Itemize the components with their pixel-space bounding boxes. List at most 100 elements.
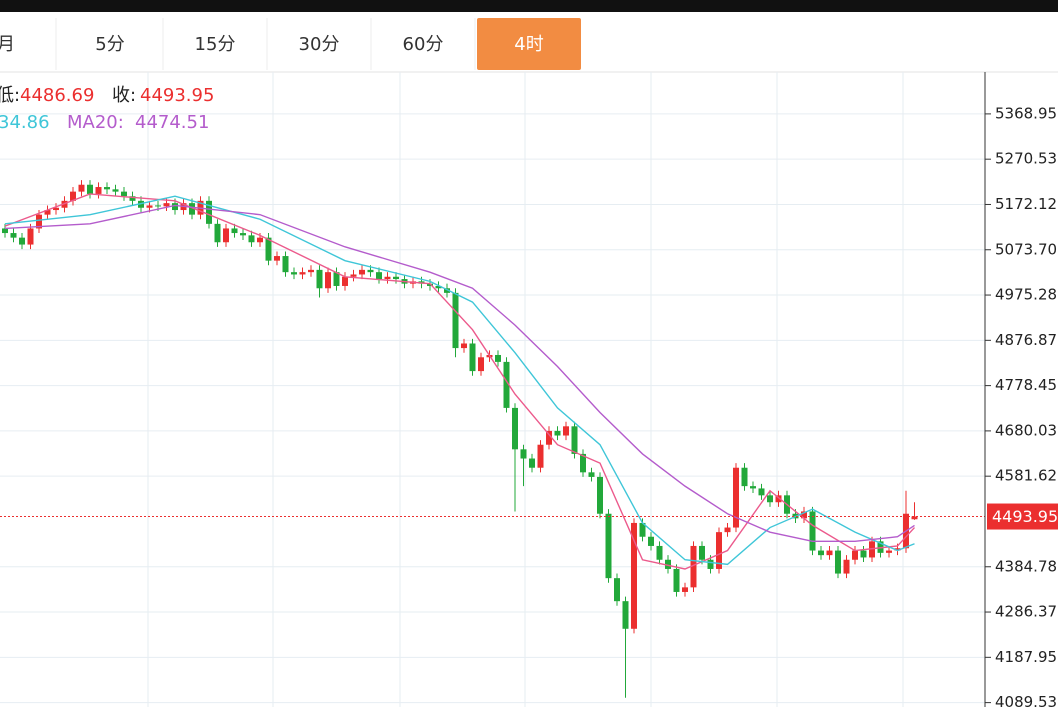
price-tag: 4493.95 (992, 507, 1058, 526)
candle-body (886, 550, 892, 553)
candle-body (741, 467, 748, 487)
candle-body (163, 203, 170, 207)
candle-body (639, 522, 646, 537)
candle-body (53, 207, 59, 211)
candle-body (478, 357, 484, 372)
candle-body (359, 269, 365, 275)
candle-body (767, 495, 773, 503)
y-tick-label: 4089.53 (995, 693, 1057, 707)
candle-body (860, 550, 867, 558)
candle-body (384, 276, 391, 280)
candle-body (911, 516, 918, 520)
candle-body (87, 184, 93, 194)
candle-body (223, 228, 229, 243)
legend-value: 4474.51 (135, 112, 209, 133)
candle-body (605, 513, 612, 579)
candle-body (554, 430, 561, 436)
candle-body (316, 269, 323, 289)
candle-body (342, 276, 348, 286)
candle-body (393, 276, 399, 280)
candle-body (656, 545, 663, 560)
candle-body (282, 256, 289, 273)
candle-body (325, 272, 331, 289)
candle-body (537, 444, 544, 468)
candle-body (274, 256, 280, 261)
candle-body (95, 187, 102, 194)
candle-body (469, 343, 476, 372)
candle-body (444, 288, 450, 293)
tab-active[interactable]: 4时 (514, 34, 543, 55)
candle-body (461, 343, 467, 349)
y-tick-label: 4384.78 (995, 557, 1057, 575)
legend-label: MA20: (67, 112, 124, 133)
candle-body (673, 568, 680, 592)
y-tick-label: 5270.53 (995, 150, 1057, 168)
candle-body (512, 407, 518, 450)
active-tab-bg (477, 18, 581, 70)
candle-body (809, 511, 816, 551)
candle-body (724, 527, 731, 533)
candle-body (597, 476, 603, 514)
candle-body (214, 223, 221, 243)
top-bar (0, 0, 1058, 12)
candle-body (852, 550, 858, 560)
y-tick-label: 4286.37 (995, 603, 1057, 621)
legend-value: 4493.95 (140, 85, 214, 106)
candle-body (70, 191, 76, 201)
candle-body (308, 269, 314, 273)
y-tick-label: 4187.95 (995, 648, 1057, 666)
candle-body (775, 495, 782, 503)
y-tick-label: 5073.70 (995, 240, 1057, 258)
candle-body (265, 237, 272, 261)
candle-body (801, 511, 807, 519)
tab[interactable]: 60分 (403, 34, 444, 55)
candle-body (257, 237, 263, 243)
candle-body (452, 292, 459, 349)
candle-body (299, 272, 306, 275)
legend-label: 低: (0, 85, 20, 106)
tab[interactable]: 月 (0, 34, 15, 55)
candle-body (758, 488, 765, 496)
tabs: 月 5分 15分 30分 60分 4时 (0, 18, 581, 70)
candle-body (44, 210, 51, 215)
candle-body (571, 426, 578, 454)
candle-body (843, 559, 850, 574)
plot (0, 180, 985, 698)
candle-body (129, 196, 136, 201)
y-tick-label: 4680.03 (995, 421, 1057, 439)
candle-body (10, 233, 17, 238)
legend: 低: 4486.69 收: 4493.95 34.86 MA20: 4474.5… (0, 85, 214, 133)
tab[interactable]: 30分 (299, 34, 340, 55)
candle-body (563, 426, 569, 436)
ma-line (4, 195, 915, 566)
candle-body (231, 228, 238, 234)
y-tick-label: 4581.62 (995, 467, 1057, 485)
candle-body (27, 228, 34, 245)
candle-body (716, 532, 722, 569)
y-tick-label: 5368.95 (995, 104, 1057, 122)
candle-body (367, 269, 374, 273)
candle-body (172, 203, 178, 211)
candle-body (699, 545, 705, 560)
y-tick-label: 4975.28 (995, 286, 1057, 304)
candle-body (826, 550, 833, 556)
legend-label: 收: (112, 85, 136, 106)
y-tick-label: 5172.12 (995, 195, 1057, 213)
candle-body (78, 184, 85, 192)
tab[interactable]: 5分 (95, 34, 124, 55)
legend-value: 4486.69 (20, 85, 94, 106)
candle-body (376, 272, 382, 280)
candle-body (333, 272, 340, 286)
candle-body (121, 191, 127, 197)
tab[interactable]: 15分 (195, 34, 236, 55)
candle-body (146, 205, 153, 208)
candle-body (580, 453, 586, 473)
candle-body (894, 548, 901, 551)
candle-body (631, 522, 637, 629)
candle-body (733, 467, 739, 528)
candle-body (206, 200, 212, 224)
candle-body (495, 354, 501, 362)
candle-body (435, 285, 442, 289)
candle-body (240, 233, 246, 236)
